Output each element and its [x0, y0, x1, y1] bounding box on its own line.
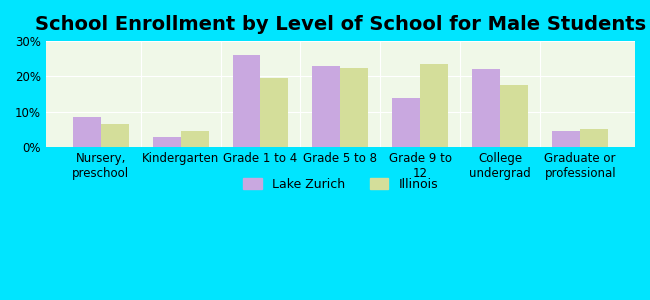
Bar: [153, 136, 181, 147]
Bar: [580, 130, 608, 147]
Bar: [552, 131, 580, 147]
Bar: [233, 55, 261, 147]
Bar: [500, 85, 528, 147]
Bar: [73, 117, 101, 147]
Bar: [313, 66, 341, 147]
Legend: Lake Zurich, Illinois: Lake Zurich, Illinois: [238, 173, 443, 196]
Bar: [393, 98, 421, 147]
Title: School Enrollment by Level of School for Male Students: School Enrollment by Level of School for…: [35, 15, 646, 34]
Bar: [341, 68, 369, 147]
Bar: [101, 124, 129, 147]
Bar: [181, 130, 209, 147]
Bar: [421, 64, 448, 147]
Bar: [473, 69, 501, 147]
Bar: [261, 78, 289, 147]
